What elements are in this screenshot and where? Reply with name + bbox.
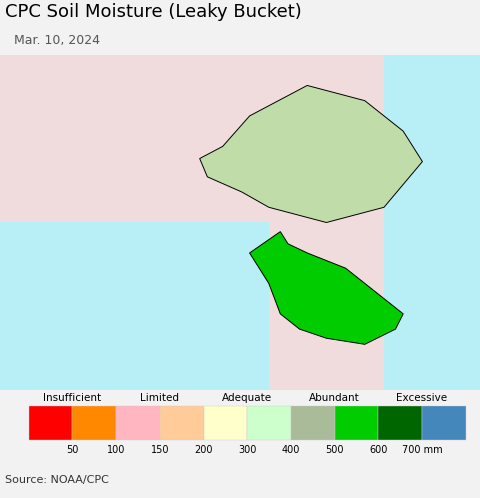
Text: Excessive: Excessive	[396, 393, 447, 403]
Text: Limited: Limited	[140, 393, 180, 403]
Text: 200: 200	[194, 445, 213, 455]
Text: 500: 500	[325, 445, 344, 455]
Bar	[204, 406, 247, 440]
Text: Insufficient: Insufficient	[43, 393, 102, 403]
Polygon shape	[0, 223, 269, 390]
Polygon shape	[250, 232, 403, 344]
Text: 600: 600	[369, 445, 387, 455]
Text: Adequate: Adequate	[222, 393, 272, 403]
Bar	[160, 406, 204, 440]
Bar	[72, 406, 116, 440]
Text: Source: NOAA/CPC: Source: NOAA/CPC	[5, 475, 108, 485]
Bar	[378, 406, 422, 440]
Bar	[291, 406, 335, 440]
Polygon shape	[384, 55, 480, 390]
Text: 700 mm: 700 mm	[402, 445, 442, 455]
Text: 150: 150	[151, 445, 169, 455]
Bar	[116, 406, 160, 440]
Bar	[335, 406, 378, 440]
Text: Mar. 10, 2024: Mar. 10, 2024	[14, 34, 100, 47]
Polygon shape	[200, 86, 422, 223]
Text: 100: 100	[107, 445, 125, 455]
Text: 300: 300	[238, 445, 256, 455]
Text: 50: 50	[66, 445, 79, 455]
Bar	[422, 406, 466, 440]
Text: Abundant: Abundant	[309, 393, 360, 403]
Bar	[247, 406, 291, 440]
Text: CPC Soil Moisture (Leaky Bucket): CPC Soil Moisture (Leaky Bucket)	[5, 3, 301, 21]
Text: 400: 400	[282, 445, 300, 455]
Bar	[29, 406, 72, 440]
